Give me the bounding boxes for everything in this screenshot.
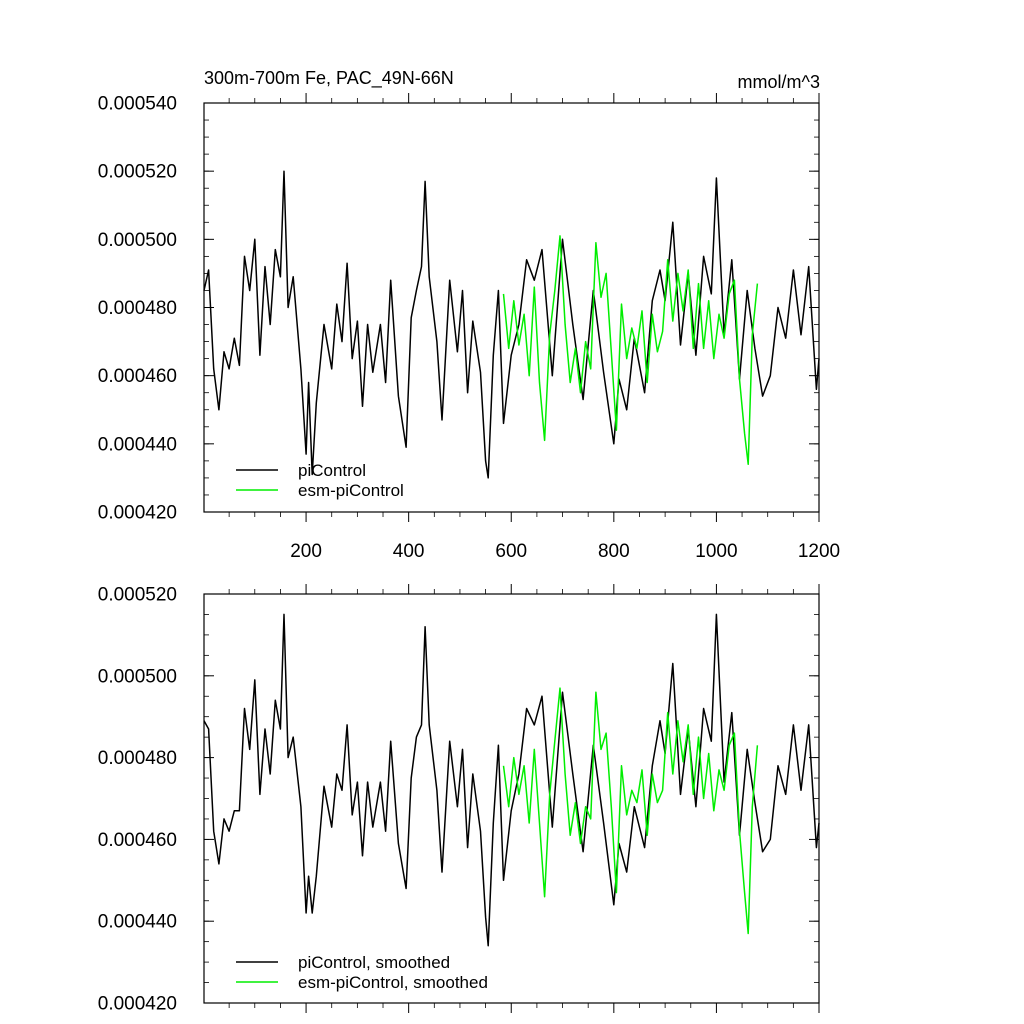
top-y-tick-labels: 0.000420 0.000440 0.000460 0.000480 0.000500… [98, 94, 177, 524]
y-tick-label: 0.000480 [98, 298, 177, 319]
series-line-esm-picontrol-smoothed [502, 687, 759, 935]
y-tick-label: 0.000440 [98, 434, 177, 455]
x-tick-label: 400 [393, 541, 425, 562]
y-tick-label: 0.000500 [98, 666, 177, 687]
chart-title: 300m-700m Fe, PAC_49N-66N [204, 68, 454, 89]
x-tick-label: 200 [290, 541, 322, 562]
y-tick-label: 0.000500 [98, 230, 177, 251]
bottom-chart-panel: 0.000420 0.000440 0.000460 0.000480 0.000500… [98, 584, 820, 1015]
bottom-axis-ticks [204, 584, 820, 1013]
bottom-legend: piControl, smoothed esm-piControl, smoot… [236, 953, 488, 992]
series-line-esm-picontrol [502, 235, 759, 466]
y-tick-label: 0.000460 [98, 830, 177, 851]
legend-label-esm-picontrol: esm-piControl [298, 481, 404, 500]
units-label: mmol/m^3 [738, 72, 820, 92]
x-tick-label: 1200 [798, 541, 840, 562]
bottom-plot-frame [203, 593, 820, 1004]
y-tick-label: 0.000460 [98, 366, 177, 387]
y-tick-label: 0.000520 [98, 585, 177, 606]
top-x-tick-labels: 200 400 600 800 1000 1200 [290, 541, 840, 562]
legend-label-picontrol: piControl [298, 461, 366, 480]
y-tick-label: 0.000480 [98, 748, 177, 769]
y-tick-label: 0.000540 [98, 94, 177, 115]
y-tick-label: 0.000520 [98, 162, 177, 183]
series-line-picontrol [203, 170, 820, 479]
y-tick-label: 0.000420 [98, 994, 177, 1015]
x-tick-label: 1000 [695, 541, 737, 562]
top-chart-panel: 300m-700m Fe, PAC_49N-66N mmol/m^3 0.000… [98, 68, 840, 562]
x-tick-label: 800 [598, 541, 630, 562]
x-tick-label: 600 [495, 541, 527, 562]
bottom-series-group [203, 613, 820, 947]
legend-label-esm-picontrol-smoothed: esm-piControl, smoothed [298, 973, 488, 992]
top-series-group [203, 170, 820, 479]
y-tick-label: 0.000440 [98, 912, 177, 933]
top-plot-frame [203, 102, 820, 513]
series-line-picontrol-smoothed [203, 613, 820, 947]
legend-label-picontrol-smoothed: piControl, smoothed [298, 953, 450, 972]
y-tick-label: 0.000420 [98, 503, 177, 524]
top-legend: piControl esm-piControl [236, 461, 404, 500]
bottom-y-tick-labels: 0.000420 0.000440 0.000460 0.000480 0.000500… [98, 585, 177, 1015]
